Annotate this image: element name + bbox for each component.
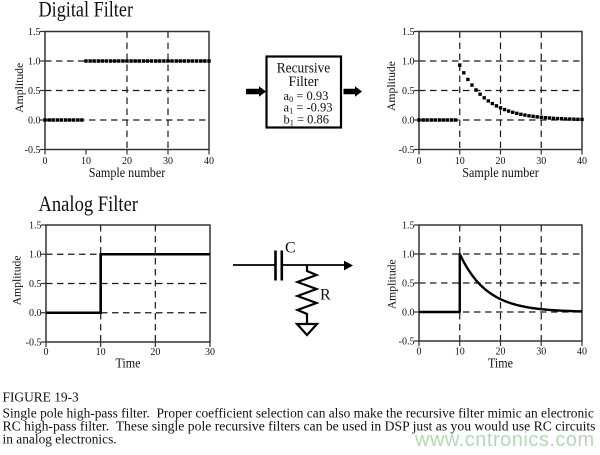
svg-text:www.cntronics.com: www.cntronics.com [414, 429, 595, 450]
svg-text:Amplitude: Amplitude [386, 61, 398, 111]
svg-text:Digital Filter: Digital Filter [39, 0, 134, 22]
svg-text:a1 = -0.93: a1 = -0.93 [284, 101, 333, 116]
svg-text:10: 10 [455, 156, 465, 167]
svg-text:in analog electronics.: in analog electronics. [3, 432, 117, 447]
svg-text:Time: Time [116, 355, 141, 370]
svg-text:-0.5: -0.5 [26, 337, 42, 348]
svg-text:40: 40 [204, 156, 214, 167]
svg-text:0.5: 0.5 [402, 86, 415, 97]
svg-text:a0 = 0.93: a0 = 0.93 [284, 89, 329, 104]
svg-text:20: 20 [496, 346, 506, 357]
svg-text:30: 30 [536, 156, 546, 167]
svg-text:1.0: 1.0 [28, 56, 41, 67]
svg-text:1.5: 1.5 [29, 220, 42, 231]
svg-text:0.0: 0.0 [28, 115, 41, 126]
svg-text:Sample number: Sample number [462, 166, 539, 181]
svg-text:Time: Time [488, 355, 513, 370]
svg-text:30: 30 [536, 346, 546, 357]
svg-text:40: 40 [577, 156, 587, 167]
svg-text:0.5: 0.5 [402, 278, 415, 289]
svg-text:Sample number: Sample number [89, 166, 166, 181]
svg-text:30: 30 [163, 156, 173, 167]
svg-text:1.5: 1.5 [402, 220, 415, 231]
svg-text:0.5: 0.5 [28, 86, 41, 97]
svg-text:Amplitude: Amplitude [14, 63, 26, 113]
svg-text:40: 40 [577, 346, 587, 357]
svg-text:1.0: 1.0 [402, 249, 415, 260]
svg-text:0: 0 [43, 156, 48, 167]
svg-text:Analog Filter: Analog Filter [39, 191, 139, 216]
svg-text:-0.5: -0.5 [25, 145, 41, 156]
svg-text:10: 10 [455, 346, 465, 357]
svg-text:1.0: 1.0 [29, 250, 42, 261]
svg-text:0: 0 [417, 156, 422, 167]
svg-text:Recursive: Recursive [277, 61, 331, 77]
svg-text:1.5: 1.5 [28, 27, 41, 38]
svg-text:-0.5: -0.5 [399, 145, 415, 156]
svg-text:10: 10 [81, 156, 91, 167]
svg-text:Single pole high-pass filter.: Single pole high-pass filter. Proper coe… [3, 406, 594, 421]
svg-text:R: R [320, 287, 331, 304]
svg-text:-0.5: -0.5 [399, 336, 415, 347]
svg-text:20: 20 [122, 156, 132, 167]
svg-text:C: C [285, 240, 296, 257]
svg-text:1.5: 1.5 [402, 27, 415, 38]
svg-text:20: 20 [150, 347, 160, 358]
svg-text:Filter: Filter [289, 74, 319, 90]
svg-text:0.0: 0.0 [402, 115, 415, 126]
svg-text:20: 20 [496, 156, 506, 167]
svg-text:1.0: 1.0 [402, 56, 415, 67]
svg-text:10: 10 [96, 347, 106, 358]
svg-text:0: 0 [417, 346, 422, 357]
svg-text:b1 = 0.86: b1 = 0.86 [284, 112, 330, 127]
svg-text:RC high-pass filter. These si: RC high-pass filter. These single pole r… [3, 419, 596, 434]
svg-text:Amplitude: Amplitude [387, 259, 399, 309]
svg-text:30: 30 [205, 347, 215, 358]
svg-text:0.0: 0.0 [402, 307, 415, 318]
svg-text:FIGURE 19-3: FIGURE 19-3 [3, 390, 80, 405]
svg-text:Amplitude: Amplitude [11, 255, 23, 305]
svg-text:0.0: 0.0 [29, 308, 42, 319]
svg-text:0.5: 0.5 [29, 279, 42, 290]
svg-text:0: 0 [44, 347, 49, 358]
